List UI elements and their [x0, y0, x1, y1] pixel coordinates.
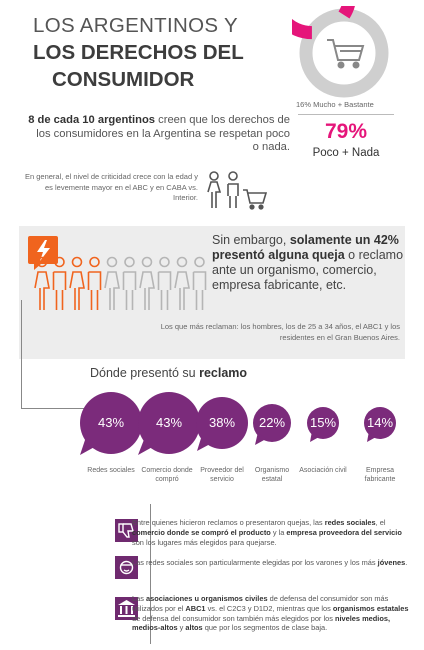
donde-heading: Dónde presentó su reclamo [90, 366, 247, 380]
poco-nada-percent: 79% [324, 120, 368, 143]
person-figure [104, 256, 120, 310]
info-0-t2: , el [375, 518, 386, 527]
info-text-0: Entre quienes hicieron reclamos o presen… [132, 518, 410, 547]
donut-rest-segment [299, 8, 389, 98]
person-figure [122, 256, 137, 310]
info-0-t4: son los lugares más elegidos para quejar… [132, 537, 277, 547]
info-1-t1: Las redes sociales son particularmente e… [132, 558, 378, 567]
bubble-pct-4: 15% [309, 415, 337, 430]
shopping-cart-icon [327, 39, 365, 69]
people-figure-row [34, 256, 207, 310]
bubble-1 [138, 392, 200, 455]
info-2-b4: niveles medios, medios-altos [132, 613, 390, 633]
person-figure [174, 256, 190, 310]
bubble-label-2: Proveedor del servicio [200, 467, 244, 483]
bubble-label-0: Redes sociales [87, 467, 135, 474]
people-cart-icon [207, 171, 268, 210]
bubble-pct-0: 43% [97, 415, 125, 430]
info-2-t5: y [177, 623, 186, 633]
info-0-t3: y la [270, 527, 287, 537]
title-line-2: LOS DERECHOS DEL [33, 41, 244, 64]
info-2-t3: vs. el C2C3 y D1D2, mientras que los [205, 603, 333, 613]
info-0-b1: redes sociales [324, 518, 376, 527]
age-note: En general, el nivel de criticidad crece… [24, 172, 198, 202]
bubble-pct-5: 14% [366, 415, 394, 430]
bubble-label-1: Comercio donde compró [141, 467, 193, 483]
info-text-1: Las redes sociales son particularmente e… [132, 558, 410, 568]
young-person-icon [115, 556, 138, 579]
info-0-b3: empresa proveedora del servicio [286, 527, 402, 537]
info-text-2: Las asociaciones u organismos civiles de… [132, 594, 410, 633]
complaint-panel [19, 226, 405, 359]
donut-chart [292, 6, 389, 98]
complaint-part2: o reclamo ante un organismo, comercio, e… [212, 248, 404, 292]
person-figure [192, 256, 207, 310]
person-figure [69, 256, 85, 310]
bubble-2 [196, 397, 248, 451]
person-figure [34, 256, 50, 310]
info-0-t1: Entre quienes hicieron reclamos o presen… [132, 518, 325, 527]
info-2-t4: de defensa del consumidor son también má… [132, 613, 335, 623]
info-1-b1: jóvenes [377, 558, 406, 567]
bubble-4 [307, 407, 339, 442]
bubble-pct-3: 22% [258, 415, 286, 430]
info-2-b2: ABC1 [185, 603, 206, 613]
complaint-text: Sin embargo, solamente un 42% presentó a… [212, 233, 408, 293]
info-2-b5: altos [185, 623, 203, 633]
divider [298, 114, 394, 115]
bubble-5 [364, 407, 396, 442]
person-figure [157, 256, 172, 310]
info-2-b3: organismos estatales [332, 603, 409, 613]
lead-bold: 8 de cada 10 argentinos [28, 114, 156, 126]
info-connector [150, 504, 151, 644]
donde-text: Dónde presentó su [90, 366, 200, 380]
bubble-label-4: Asociación civil [299, 467, 347, 474]
bubbles-svg [80, 392, 396, 455]
info-1-t2: . [405, 558, 408, 567]
bubble-label-3: Organismo estatal [254, 467, 290, 483]
bubble-pct-2: 38% [208, 415, 236, 430]
bubble-label-5: Empresa fabricante [364, 467, 396, 483]
title-line-1: LOS ARGENTINOS Y [33, 14, 238, 37]
info-2-t1: Las [132, 594, 146, 603]
info-0-b2: comercio donde se compró el producto [132, 527, 271, 537]
info-2-b1: asociaciones u organismos civiles [145, 594, 268, 603]
connector-horizontal [21, 408, 84, 409]
bubble-3 [253, 404, 291, 445]
person-figure [52, 256, 67, 310]
person-figure [139, 256, 155, 310]
complaint-note: Los que más reclaman: los hombres, los d… [160, 322, 400, 342]
info-2-t6: que por los segmentos de clase baja. [202, 623, 328, 633]
lead-text: 8 de cada 10 argentinos creen que los de… [28, 114, 290, 155]
complaint-bold: solamente un 42% presentó alguna queja [212, 233, 399, 262]
complaint-part1: Sin embargo, [212, 233, 290, 247]
bubble-0 [80, 392, 142, 455]
thumbs-down-icon [115, 519, 138, 542]
donde-bold: reclamo [199, 366, 248, 380]
person-figure [87, 256, 102, 310]
lead-rest: creen que los derechos de los consumidor… [36, 114, 290, 153]
government-building-icon [115, 597, 138, 620]
connector-vertical [21, 300, 22, 408]
donut-caption: 16% Mucho + Bastante [296, 100, 374, 109]
info-2-t2: de defensa del consumidor son más utiliz… [132, 594, 389, 613]
title-line-3: CONSUMIDOR [52, 68, 195, 91]
bubble-pct-1: 43% [155, 415, 183, 430]
poco-nada-label: Poco + Nada [312, 147, 380, 159]
